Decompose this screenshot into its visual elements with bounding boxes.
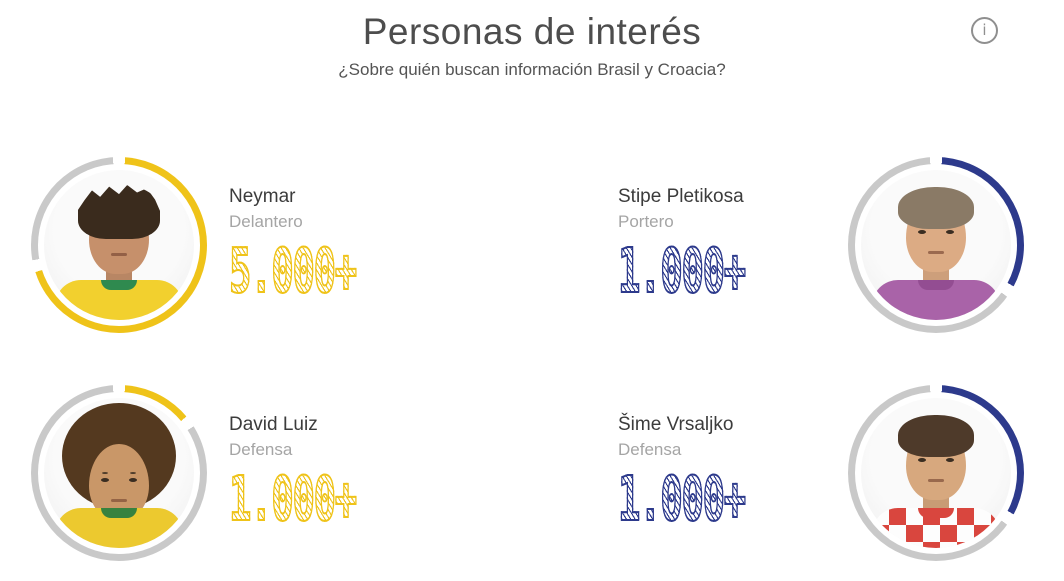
player-name: Stipe Pletikosa [618, 186, 744, 207]
player-info: Neymar Delantero 5.000+ [228, 186, 434, 308]
avatar-jersey [872, 508, 1000, 548]
avatar-eye-left [101, 478, 109, 483]
player-photo [31, 385, 207, 561]
player-role: Defensa [229, 440, 293, 459]
player-portrait [861, 170, 1011, 320]
info-icon: i [982, 21, 987, 39]
page-subtitle: ¿Sobre quién buscan información Brasil y… [338, 60, 726, 79]
avatar-jersey [55, 508, 183, 548]
avatar-collar [101, 508, 137, 518]
info-button[interactable]: i [971, 17, 998, 44]
player-info: David Luiz Defensa 1.000+ [228, 414, 434, 536]
player-portrait [44, 398, 194, 548]
player-info: Stipe Pletikosa Portero 1.000+ [617, 186, 848, 303]
player-name: Šime Vrsaljko [618, 414, 734, 435]
search-volume: 1.000+ [617, 468, 761, 531]
avatar-jersey [872, 280, 1000, 320]
header: Personas de interés ¿Sobre quién buscan … [0, 0, 1064, 80]
player-role: Delantero [229, 212, 303, 231]
player-role: Portero [618, 212, 674, 231]
player-photo [848, 385, 1024, 561]
avatar-hair [78, 185, 160, 239]
avatar-hair [898, 415, 974, 457]
search-volume: 1.000+ [617, 240, 761, 303]
player-name: David Luiz [229, 414, 318, 435]
avatar-eye-left [918, 458, 926, 463]
player-card: David Luiz Defensa 1.000+ [31, 385, 434, 561]
avatar-collar [101, 280, 137, 290]
avatar-mouth [111, 498, 127, 502]
avatar-collar [918, 280, 954, 290]
avatar-eye-right [129, 478, 137, 483]
player-portrait [44, 170, 194, 320]
page-title: Personas de interés [362, 11, 702, 52]
player-card: Neymar Delantero 5.000+ [31, 157, 434, 333]
avatar-eye-left [918, 230, 926, 235]
player-info: Šime Vrsaljko Defensa 1.000+ [617, 414, 848, 531]
search-volume: 5.000+ [228, 235, 357, 308]
avatar-mouth [928, 250, 944, 254]
search-volume: 1.000+ [228, 463, 357, 536]
player-role: Defensa [618, 440, 682, 459]
player-portrait [861, 398, 1011, 548]
avatar-hair [898, 187, 974, 229]
avatar-eye-right [946, 458, 954, 463]
avatar-eye-right [946, 230, 954, 235]
avatar-collar [918, 508, 954, 518]
player-photo [848, 157, 1024, 333]
avatar-mouth [928, 478, 944, 482]
player-card: Šime Vrsaljko Defensa 1.000+ [617, 385, 1024, 561]
avatar-mouth [111, 252, 127, 256]
avatar-face [89, 444, 149, 520]
player-photo [31, 157, 207, 333]
avatar-jersey [55, 280, 183, 320]
player-name: Neymar [229, 186, 296, 207]
player-card: Stipe Pletikosa Portero 1.000+ [617, 157, 1024, 333]
